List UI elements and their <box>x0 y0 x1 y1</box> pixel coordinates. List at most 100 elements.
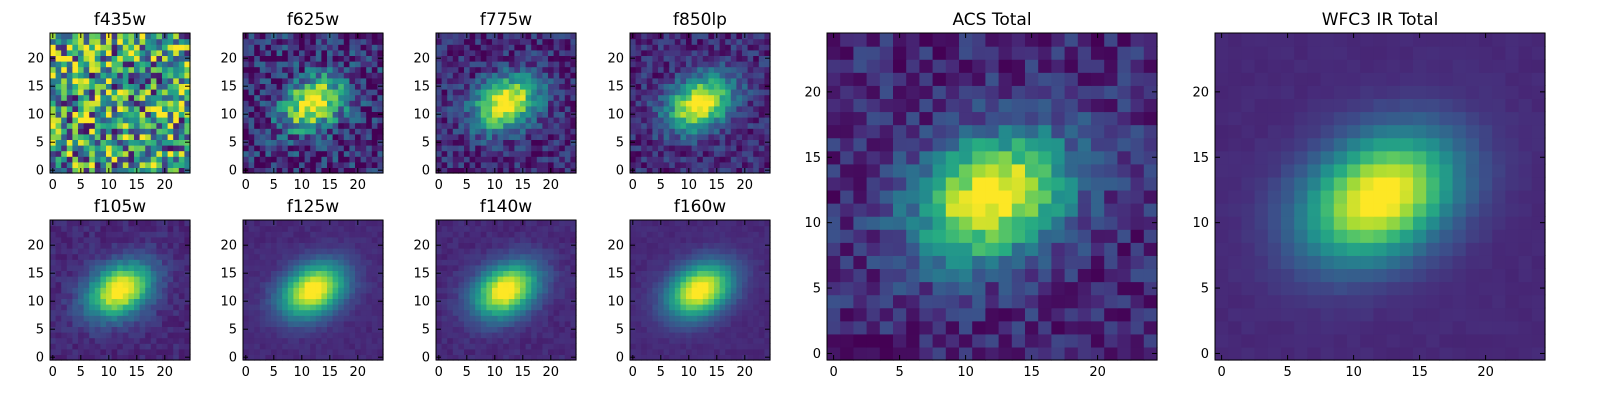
heatmap-cell <box>304 248 311 255</box>
heatmap-cell <box>50 281 57 288</box>
heatmap-cell <box>641 156 648 163</box>
heatmap-cell <box>492 309 499 316</box>
heatmap-cell <box>536 253 543 260</box>
heatmap-cell <box>360 83 367 90</box>
heatmap-cell <box>355 248 362 255</box>
heatmap-cell <box>663 281 670 288</box>
heatmap-cell <box>243 253 250 260</box>
heatmap-cell <box>78 94 85 101</box>
heatmap-cell <box>652 156 659 163</box>
heatmap-cell <box>747 105 754 112</box>
heatmap-cell <box>89 122 96 129</box>
heatmap-cell <box>441 309 448 316</box>
heatmap-cell <box>117 298 124 305</box>
heatmap-cell <box>725 292 732 299</box>
heatmap-cell <box>663 111 670 118</box>
heatmap-cell <box>475 298 482 305</box>
heatmap-cell <box>486 225 493 232</box>
heatmap-cell <box>548 248 555 255</box>
heatmap-cell <box>531 259 538 266</box>
y-tick-label: 20 <box>413 239 430 254</box>
heatmap-cell <box>753 72 760 79</box>
heatmap-cell <box>553 100 560 107</box>
heatmap-cell <box>371 225 378 232</box>
heatmap-cell <box>293 44 300 51</box>
heatmap-cell <box>630 304 637 311</box>
heatmap-cell <box>332 105 339 112</box>
heatmap-cell <box>497 332 504 339</box>
heatmap-cell <box>134 77 141 84</box>
heatmap-cell <box>167 66 174 73</box>
heatmap-cell <box>184 220 191 227</box>
heatmap-cell <box>669 105 676 112</box>
heatmap-cell <box>475 276 482 283</box>
heatmap-cell <box>111 309 118 316</box>
heatmap-cell <box>287 259 294 266</box>
heatmap-cell <box>366 122 373 129</box>
heatmap-cell <box>355 100 362 107</box>
heatmap-cell <box>248 122 255 129</box>
heatmap-cell <box>66 220 73 227</box>
heatmap-cell <box>89 326 96 333</box>
heatmap-cell <box>486 156 493 163</box>
heatmap-cell <box>282 139 289 146</box>
heatmap-cell <box>254 320 261 327</box>
heatmap-cell <box>371 38 378 45</box>
heatmap-cell <box>293 220 300 227</box>
heatmap-cell <box>117 281 124 288</box>
heatmap-cell <box>94 167 101 174</box>
heatmap-cell <box>360 145 367 152</box>
heatmap-cell <box>641 292 648 299</box>
heatmap-cell <box>66 122 73 129</box>
heatmap-cell <box>458 236 465 243</box>
heatmap-cell <box>366 49 373 56</box>
heatmap-cell <box>486 94 493 101</box>
heatmap-cell <box>747 61 754 68</box>
heatmap-cell <box>714 332 721 339</box>
heatmap-cell <box>691 61 698 68</box>
heatmap-cell <box>327 122 334 129</box>
heatmap-cell <box>742 66 749 73</box>
heatmap-cell <box>764 72 771 79</box>
heatmap-cell <box>570 264 577 271</box>
heatmap-cell <box>475 292 482 299</box>
heatmap-cell <box>652 150 659 157</box>
heatmap-cell <box>452 105 459 112</box>
heatmap-cell <box>635 326 642 333</box>
heatmap-cell <box>702 298 709 305</box>
heatmap-cell <box>299 248 306 255</box>
heatmap-cell <box>100 320 107 327</box>
heatmap-cell <box>441 320 448 327</box>
heatmap-cell <box>321 38 328 45</box>
heatmap-cell <box>94 320 101 327</box>
heatmap-cell <box>287 343 294 350</box>
heatmap-cell <box>254 253 261 260</box>
heatmap-cell <box>178 264 185 271</box>
heatmap-cell <box>708 122 715 129</box>
heatmap-cell <box>178 231 185 238</box>
heatmap-cell <box>117 354 124 361</box>
heatmap-cell <box>570 89 577 96</box>
heatmap-cell <box>139 105 146 112</box>
heatmap-cell <box>248 315 255 322</box>
heatmap-cell <box>486 315 493 322</box>
heatmap-cell <box>508 145 515 152</box>
heatmap-cell <box>542 156 549 163</box>
heatmap-cell <box>128 276 135 283</box>
heatmap-cell <box>377 128 384 135</box>
heatmap-cell <box>747 100 754 107</box>
heatmap-cell <box>658 298 665 305</box>
heatmap-cell <box>299 259 306 266</box>
heatmap-cell <box>371 242 378 249</box>
heatmap-cell <box>83 242 90 249</box>
heatmap-cell <box>327 145 334 152</box>
heatmap-cell <box>178 320 185 327</box>
heatmap-cell <box>452 100 459 107</box>
heatmap-cell <box>89 94 96 101</box>
heatmap-cell <box>469 231 476 238</box>
heatmap-cell <box>753 83 760 90</box>
heatmap-cell <box>475 117 482 124</box>
heatmap-cell <box>663 133 670 140</box>
heatmap-cell <box>531 61 538 68</box>
heatmap-cell <box>276 231 283 238</box>
